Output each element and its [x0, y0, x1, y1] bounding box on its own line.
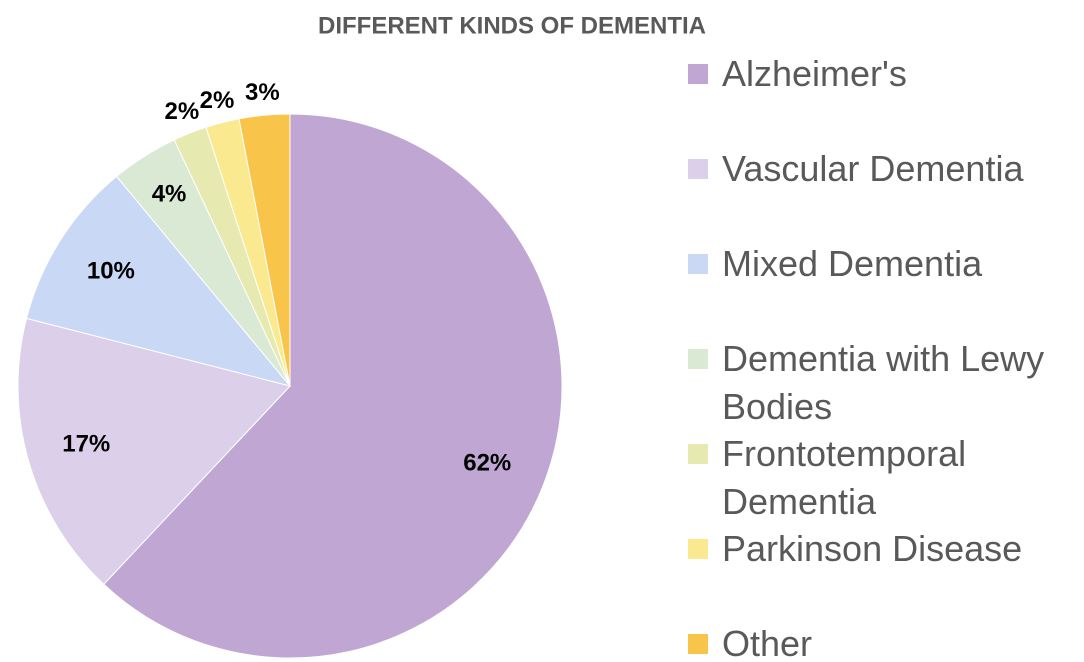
pie-slice	[103, 113, 563, 659]
legend-swatch	[688, 159, 708, 179]
legend-item: Vascular Dementia	[688, 145, 1078, 193]
legend-swatch	[688, 444, 708, 464]
data-label: 4%	[152, 181, 187, 208]
pie-slice	[238, 113, 291, 387]
legend-label: Other	[722, 623, 813, 662]
legend-label: Alzheimer's	[722, 53, 907, 94]
legend-item: Alzheimer's	[688, 50, 1078, 98]
data-label: 3%	[245, 79, 280, 106]
legend-label: Mixed Dementia	[722, 243, 983, 284]
legend-swatch	[688, 254, 708, 274]
legend-item: Frontotemporal Dementia	[688, 430, 1078, 526]
data-label: 2%	[200, 87, 235, 114]
legend-label: Dementia with Lewy Bodies	[722, 338, 1045, 427]
legend-swatch	[688, 64, 708, 84]
data-label: 10%	[87, 258, 135, 285]
data-label: 62%	[463, 449, 511, 476]
legend-item: Dementia with Lewy Bodies	[688, 335, 1078, 431]
legend-swatch	[688, 539, 708, 559]
legend-label: Parkinson Disease	[722, 528, 1023, 569]
legend-item: Mixed Dementia	[688, 240, 1078, 288]
legend-item: Other	[688, 620, 1078, 662]
legend-swatch	[688, 634, 708, 654]
pie-slice	[17, 317, 291, 585]
data-label: 17%	[62, 431, 110, 458]
data-label: 2%	[165, 98, 200, 125]
chart-title: DIFFERENT KINDS OF DEMENTIA	[318, 12, 706, 39]
legend-label: Frontotemporal Dementia	[722, 433, 967, 522]
pie-slice	[25, 175, 292, 387]
legend-item: Parkinson Disease	[688, 525, 1078, 573]
legend-swatch	[688, 349, 708, 369]
legend-label: Vascular Dementia	[722, 148, 1024, 189]
